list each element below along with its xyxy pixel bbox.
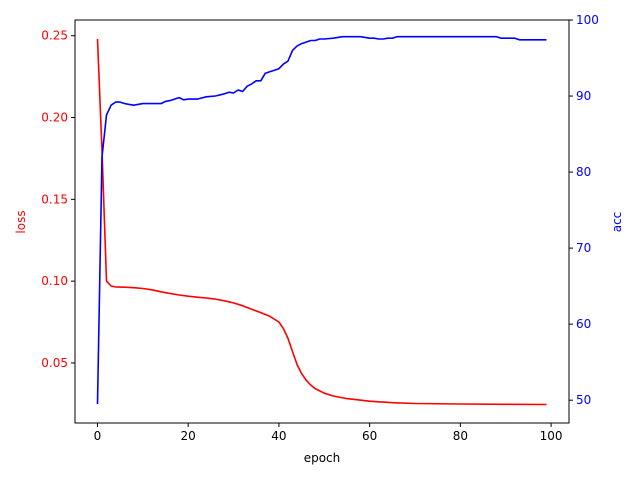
- left-tick-label: 0.10: [41, 274, 68, 288]
- acc-series-line: [96, 35, 547, 405]
- x-axis-label: epoch: [304, 451, 341, 465]
- plot-frame: [74, 19, 570, 424]
- right-tick-label: 80: [576, 165, 591, 179]
- right-axis-ticks: 50 60 70 80 90 100: [569, 13, 599, 407]
- loss-series-line: [96, 38, 547, 406]
- x-tick-label: 100: [540, 429, 563, 443]
- right-tick-label: 100: [576, 13, 599, 27]
- x-tick-label: 20: [181, 429, 196, 443]
- left-tick-label: 0.05: [41, 356, 68, 370]
- right-tick-label: 50: [576, 393, 591, 407]
- left-tick-label: 0.15: [41, 192, 68, 206]
- right-axis-label: acc: [610, 212, 624, 233]
- left-tick-label: 0.20: [41, 111, 68, 125]
- left-tick-label: 0.25: [41, 29, 68, 43]
- left-axis-ticks: 0.05 0.10 0.15 0.20 0.25: [41, 29, 75, 370]
- x-tick-label: 40: [271, 429, 286, 443]
- x-axis-ticks: 0 20 40 60 80 100: [94, 423, 563, 443]
- right-tick-label: 90: [576, 89, 591, 103]
- left-axis-label: loss: [14, 210, 28, 233]
- right-tick-label: 60: [576, 317, 591, 331]
- x-tick-label: 60: [362, 429, 377, 443]
- x-tick-label: 80: [453, 429, 468, 443]
- series-lines: [96, 35, 547, 406]
- x-tick-label: 0: [94, 429, 102, 443]
- right-tick-label: 70: [576, 241, 591, 255]
